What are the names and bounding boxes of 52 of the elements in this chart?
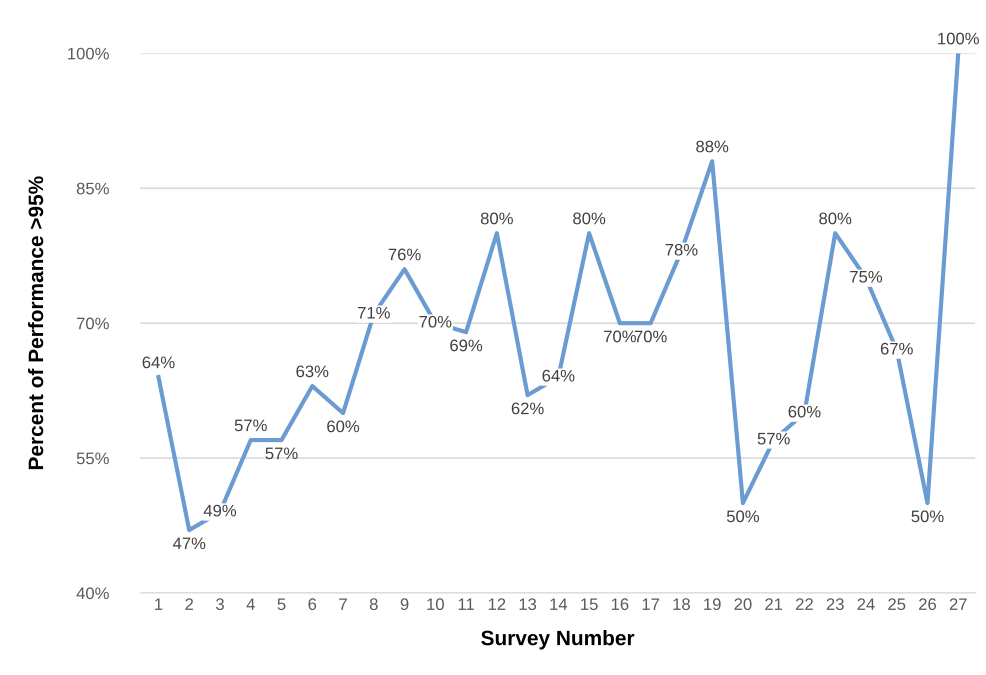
x-tick-label: 16: [612, 598, 628, 610]
data-label: 50%: [726, 510, 759, 522]
x-tick-label: 19: [704, 598, 721, 610]
y-tick-label: 40%: [76, 587, 109, 600]
y-tick-label: 70%: [76, 318, 109, 330]
data-label: 100%: [938, 32, 979, 44]
y-tick-label: 85%: [76, 182, 109, 194]
x-tick-label: 10: [427, 598, 444, 610]
data-label: 63%: [296, 365, 328, 378]
data-label: 88%: [696, 140, 728, 152]
x-tick-label: 26: [919, 598, 936, 610]
y-axis-title: Percent of Performance >95%: [28, 176, 44, 470]
data-label: 69%: [450, 340, 482, 352]
x-tick-label: 18: [673, 598, 690, 610]
x-tick-label: 14: [550, 598, 568, 610]
data-label: 70%: [604, 330, 636, 342]
data-label: 70%: [634, 330, 667, 342]
x-tick-label: 1: [155, 598, 162, 610]
x-tick-label: 21: [765, 598, 782, 610]
x-tick-label: 11: [458, 598, 474, 610]
x-tick-label: 3: [216, 598, 224, 610]
x-tick-label: 2: [185, 598, 194, 610]
data-label: 80%: [480, 212, 513, 224]
x-tick-label: 7: [339, 598, 347, 610]
data-label: 57%: [234, 420, 267, 432]
x-tick-label: 23: [826, 598, 844, 610]
data-label: 62%: [512, 402, 544, 414]
x-tick-label: 17: [642, 598, 660, 610]
x-tick-label: 5: [278, 598, 286, 610]
data-label: 80%: [573, 212, 606, 224]
y-tick-label: 55%: [76, 452, 109, 464]
x-tick-label: 27: [950, 598, 967, 610]
data-label: 50%: [911, 510, 944, 522]
x-tick-label: 6: [308, 598, 316, 610]
x-tick-label: 8: [370, 598, 378, 610]
data-label: 57%: [266, 448, 298, 460]
data-label: 60%: [327, 420, 360, 432]
x-tick-label: 13: [520, 598, 536, 610]
data-label: 47%: [172, 537, 206, 550]
x-tick-label: 9: [400, 598, 408, 610]
x-axis-title: Survey Number: [481, 630, 634, 650]
x-tick-label: 12: [488, 598, 506, 610]
x-tick-label: 25: [888, 598, 906, 610]
x-tick-label: 20: [734, 598, 752, 610]
x-tick-label: 24: [858, 598, 875, 610]
x-tick-label: 22: [796, 598, 813, 610]
y-tick-label: 100%: [68, 48, 109, 60]
data-label: 80%: [819, 212, 852, 224]
data-label: 76%: [388, 248, 421, 260]
data-label: 64%: [142, 356, 175, 368]
x-tick-label: 4: [246, 598, 255, 610]
x-tick-label: 15: [581, 598, 598, 610]
